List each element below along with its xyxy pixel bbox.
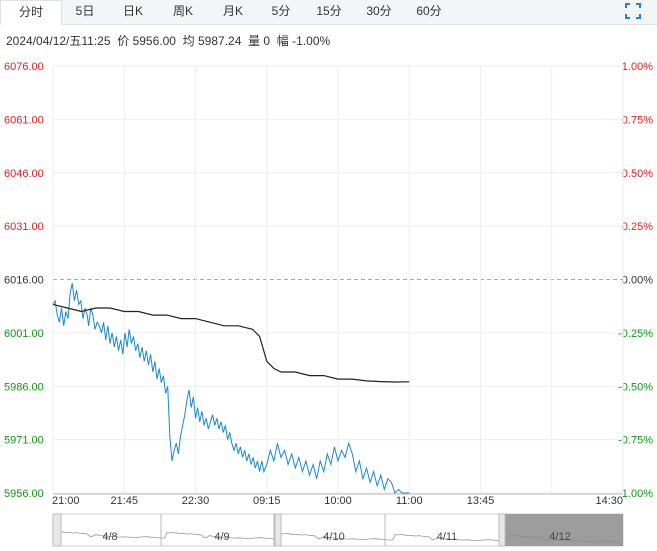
info-volume-label: 量	[248, 34, 261, 48]
navigator-selected-window	[505, 514, 623, 546]
navigator-mid-handle	[274, 513, 282, 547]
info-price: 5956.00	[132, 34, 176, 48]
navigator-right-handle	[498, 513, 506, 547]
tab-15min[interactable]: 15分	[316, 4, 342, 18]
info-change: -1.00%	[292, 34, 331, 48]
avg-line	[52, 303, 410, 383]
tab-5day[interactable]: 5日	[75, 4, 95, 18]
tab-daily-k[interactable]: 日K	[122, 4, 143, 18]
pct-tick-label: 0.75%	[622, 114, 653, 126]
x-tick-label: 14:30	[595, 495, 623, 507]
x-tick-label: 21:00	[52, 495, 80, 507]
pct-tick-label: -0.50%	[618, 381, 653, 393]
pct-tick-label: 0.00%	[622, 275, 653, 287]
navigator-date-label: 4/8	[102, 531, 117, 543]
pct-tick-label: -0.25%	[618, 328, 653, 340]
pct-tick-label: 1.00%	[622, 61, 653, 73]
pct-tick-label: 0.50%	[622, 168, 653, 180]
info-price-label: 价	[117, 34, 130, 48]
x-tick-label: 10:00	[324, 495, 352, 507]
pct-tick-label: -1.00%	[618, 488, 653, 500]
navigator-date-label: 4/9	[214, 531, 229, 543]
tab-30min[interactable]: 30分	[366, 4, 392, 18]
tab-weekly-k[interactable]: 周K	[172, 4, 193, 18]
x-tick-label: 11:00	[396, 495, 423, 507]
info-avg: 5987.24	[198, 34, 242, 48]
x-tick-label: 21:45	[110, 495, 138, 507]
info-volume: 0	[263, 34, 271, 48]
x-tick-label: 13:45	[467, 495, 495, 507]
y-tick-label: 6001.00	[4, 328, 44, 340]
y-tick-label: 6016.00	[4, 275, 44, 287]
navigator-left-handle	[52, 513, 62, 547]
pct-tick-label: 0.25%	[622, 221, 653, 233]
intraday-chart: 6076.00 1.00% 6061.00 0.75% 6046.00 0.50% 6031…	[4, 61, 653, 547]
tab-monthly-k[interactable]: 月K	[222, 4, 243, 18]
y-tick-label: 5986.00	[4, 381, 44, 393]
tab-fenshi[interactable]: 分时	[0, 0, 62, 25]
y-tick-label: 6061.00	[4, 114, 44, 126]
tab-60min[interactable]: 60分	[416, 4, 442, 18]
period-tabs: 分时 5日 日K 周K 月K 5分 15分 30分 60分	[0, 0, 657, 25]
navigator-date-label: 4/12	[549, 531, 570, 543]
navigator-date-label: 4/11	[437, 531, 458, 543]
y-tick-label: 6076.00	[4, 61, 44, 73]
x-tick-label: 09:15	[253, 495, 281, 507]
tab-5min[interactable]: 5分	[271, 4, 291, 18]
y-tick-label: 6046.00	[4, 168, 44, 180]
pct-tick-label: -0.75%	[618, 435, 653, 447]
expand-icon[interactable]	[625, 3, 641, 19]
y-tick-label: 5956.00	[4, 488, 44, 500]
navigator-date-label: 4/10	[323, 531, 344, 543]
info-change-label: 幅	[276, 34, 289, 48]
quote-info-bar: 2024/04/12/五11:25 价 5956.00 均 5987.24 量 …	[6, 32, 330, 49]
price-line	[52, 283, 410, 494]
x-tick-label: 22:30	[182, 495, 210, 507]
info-avg-label: 均	[182, 34, 195, 48]
info-datetime: 2024/04/12/五11:25	[6, 34, 111, 48]
y-tick-label: 5971.00	[4, 435, 44, 447]
y-tick-label: 6031.00	[4, 221, 44, 233]
